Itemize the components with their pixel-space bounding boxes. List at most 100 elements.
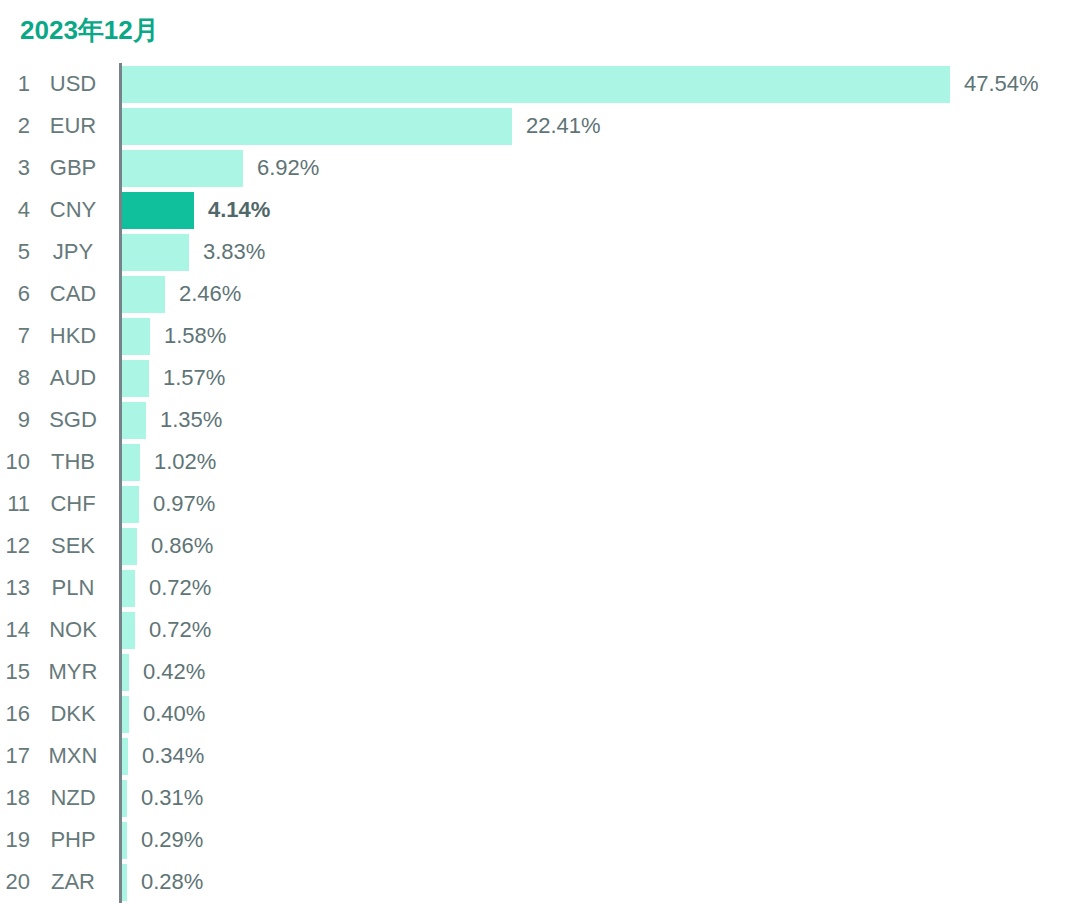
bar-NZD bbox=[122, 780, 127, 817]
value-label: 3.83% bbox=[203, 239, 265, 265]
table-row: 20 ZAR 0.28% bbox=[0, 861, 1069, 903]
value-label: 0.40% bbox=[143, 701, 205, 727]
bar-NOK bbox=[122, 612, 135, 649]
bar-JPY bbox=[122, 234, 189, 271]
rank-label: 16 bbox=[0, 701, 30, 727]
bar-SEK bbox=[122, 528, 137, 565]
bar-cell: 0.72% bbox=[119, 567, 1069, 609]
rank-label: 17 bbox=[0, 743, 30, 769]
currency-code: ZAR bbox=[40, 869, 106, 895]
value-label: 0.31% bbox=[141, 785, 203, 811]
currency-code: MYR bbox=[40, 659, 106, 685]
rank-label: 20 bbox=[0, 869, 30, 895]
value-label: 1.02% bbox=[154, 449, 216, 475]
bar-MXN bbox=[122, 738, 128, 775]
value-label: 0.72% bbox=[149, 617, 211, 643]
value-label: 2.46% bbox=[179, 281, 241, 307]
chart-rows: 1 USD 47.54% 2 EUR 22.41% 3 GBP 6.92% 4 CNY 4.14% 5J… bbox=[0, 63, 1069, 903]
bar-USD bbox=[122, 66, 950, 103]
bar-PLN bbox=[122, 570, 135, 607]
rank-label: 9 bbox=[0, 407, 30, 433]
value-label: 0.34% bbox=[142, 743, 204, 769]
value-label: 22.41% bbox=[526, 113, 601, 139]
currency-code: NZD bbox=[40, 785, 106, 811]
currency-code: JPY bbox=[40, 239, 106, 265]
rank-label: 4 bbox=[0, 197, 30, 223]
value-label: 0.29% bbox=[141, 827, 203, 853]
bar-cell: 0.34% bbox=[119, 735, 1069, 777]
bar-cell: 1.02% bbox=[119, 441, 1069, 483]
currency-code: SEK bbox=[40, 533, 106, 559]
table-row: 11 CHF 0.97% bbox=[0, 483, 1069, 525]
rank-label: 2 bbox=[0, 113, 30, 139]
rank-label: 13 bbox=[0, 575, 30, 601]
table-row: 6CAD2.46% bbox=[0, 273, 1069, 315]
bar-chart: 2023年12月 1USD47.54%2EUR22.41%3GBP6.92%4C… bbox=[0, 0, 1069, 909]
rank-label: 14 bbox=[0, 617, 30, 643]
rank-label: 12 bbox=[0, 533, 30, 559]
bar-cell: 0.86% bbox=[119, 525, 1069, 567]
rank-label: 10 bbox=[0, 449, 30, 475]
rank-label: 19 bbox=[0, 827, 30, 853]
rank-label: 1 bbox=[0, 71, 30, 97]
bar-cell: 47.54% bbox=[119, 63, 1069, 105]
table-row: 19PHP0.29% bbox=[0, 819, 1069, 861]
bar-CHF bbox=[122, 486, 139, 523]
bar-cell: 0.31% bbox=[119, 777, 1069, 819]
table-row: 7HKD1.58% bbox=[0, 315, 1069, 357]
table-row: 18 NZD 0.31% bbox=[0, 777, 1069, 819]
table-row: 16 DKK 0.40% bbox=[0, 693, 1069, 735]
value-label: 0.72% bbox=[149, 575, 211, 601]
bar-cell: 0.97% bbox=[119, 483, 1069, 525]
table-row: 9SGD1.35% bbox=[0, 399, 1069, 441]
value-label: 1.35% bbox=[160, 407, 222, 433]
rank-label: 3 bbox=[0, 155, 30, 181]
currency-code: PLN bbox=[40, 575, 106, 601]
currency-code: GBP bbox=[40, 155, 106, 181]
bar-SGD bbox=[122, 402, 146, 439]
table-row: 15MYR0.42% bbox=[0, 651, 1069, 693]
table-row: 8AUD1.57% bbox=[0, 357, 1069, 399]
bar-cell: 1.35% bbox=[119, 399, 1069, 441]
value-label: 0.42% bbox=[143, 659, 205, 685]
bar-cell: 4.14% bbox=[119, 189, 1069, 231]
table-row: 2 EUR 22.41% bbox=[0, 105, 1069, 147]
bar-EUR bbox=[122, 108, 512, 145]
value-label: 1.58% bbox=[164, 323, 226, 349]
bar-AUD bbox=[122, 360, 149, 397]
currency-code: EUR bbox=[40, 113, 106, 139]
rank-label: 6 bbox=[0, 281, 30, 307]
rank-label: 8 bbox=[0, 365, 30, 391]
bar-cell: 6.92% bbox=[119, 147, 1069, 189]
bar-CAD bbox=[122, 276, 165, 313]
chart-title: 2023年12月 bbox=[20, 14, 1069, 46]
table-row: 14NOK0.72% bbox=[0, 609, 1069, 651]
rank-label: 11 bbox=[0, 491, 30, 517]
currency-code: HKD bbox=[40, 323, 106, 349]
value-label: 0.97% bbox=[153, 491, 215, 517]
value-label: 47.54% bbox=[964, 71, 1039, 97]
value-label: 0.28% bbox=[141, 869, 203, 895]
table-row: 4 CNY 4.14% bbox=[0, 189, 1069, 231]
bar-THB bbox=[122, 444, 140, 481]
currency-code: MXN bbox=[40, 743, 106, 769]
bar-cell: 2.46% bbox=[119, 273, 1069, 315]
table-row: 1 USD 47.54% bbox=[0, 63, 1069, 105]
table-row: 10THB1.02% bbox=[0, 441, 1069, 483]
bar-DKK bbox=[122, 696, 129, 733]
table-row: 5 JPY 3.83% bbox=[0, 231, 1069, 273]
currency-code: CHF bbox=[40, 491, 106, 517]
bar-GBP bbox=[122, 150, 243, 187]
bar-cell: 0.42% bbox=[119, 651, 1069, 693]
currency-code: DKK bbox=[40, 701, 106, 727]
rank-label: 18 bbox=[0, 785, 30, 811]
bar-cell: 3.83% bbox=[119, 231, 1069, 273]
currency-code: CNY bbox=[40, 197, 106, 223]
bar-cell: 0.72% bbox=[119, 609, 1069, 651]
table-row: 17 MXN 0.34% bbox=[0, 735, 1069, 777]
bar-PHP bbox=[122, 822, 127, 859]
rank-label: 5 bbox=[0, 239, 30, 265]
currency-code: USD bbox=[40, 71, 106, 97]
currency-code: AUD bbox=[40, 365, 106, 391]
table-row: 3 GBP 6.92% bbox=[0, 147, 1069, 189]
